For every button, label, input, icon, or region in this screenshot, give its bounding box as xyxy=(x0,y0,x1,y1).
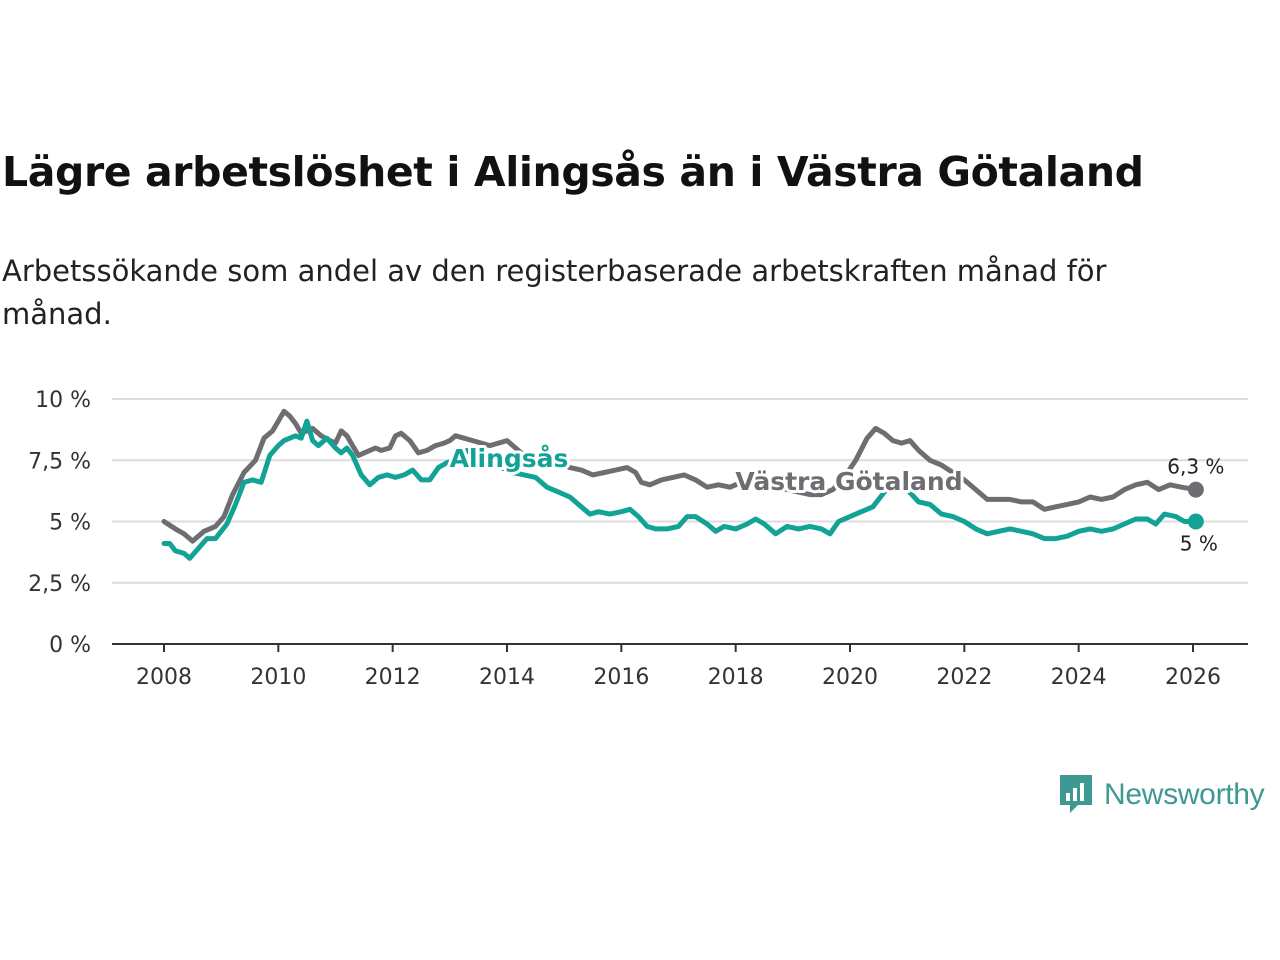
x-tick-label: 2012 xyxy=(365,665,421,690)
newsworthy-logo: Newsworthy xyxy=(1058,773,1265,817)
x-axis: 2008 2010 2012 2014 2016 2018 2020 2022 2024 2026 xyxy=(112,643,1248,690)
newsworthy-bar-chart-icon xyxy=(1060,775,1092,813)
end-value-label: 6,3 % xyxy=(1167,455,1224,479)
brand-name: Newsworthy xyxy=(1104,778,1265,811)
grid-lines: 0 % 2,5 % 5 % 7,5 % 10 % xyxy=(28,388,1248,658)
x-tick-label: 2008 xyxy=(136,665,192,690)
series-lines xyxy=(161,408,1199,561)
y-tick-label: 10 % xyxy=(35,388,91,413)
x-tick-label: 2026 xyxy=(1165,665,1221,690)
x-tick-label: 2022 xyxy=(936,665,992,690)
series-name-label: Alingsås xyxy=(450,444,569,473)
end-point-marker xyxy=(1187,481,1204,498)
x-tick-label: 2014 xyxy=(479,665,535,690)
y-tick-label: 0 % xyxy=(49,633,91,658)
x-tick-label: 2018 xyxy=(708,665,764,690)
series-name-label: Västra Götaland xyxy=(735,467,962,496)
end-point-marker xyxy=(1187,513,1204,530)
y-tick-label: 2,5 % xyxy=(28,572,91,597)
x-tick-label: 2020 xyxy=(822,665,878,690)
y-tick-label: 7,5 % xyxy=(28,449,91,474)
series-line-alings-s xyxy=(161,418,1199,561)
series-line-v-stra-g-taland xyxy=(161,408,1199,544)
chart-subtitle: Arbetssökande som andel av den registerb… xyxy=(2,254,1107,331)
chart-title: Lägre arbetslöshet i Alingsås än i Västr… xyxy=(2,148,1144,196)
x-tick-label: 2010 xyxy=(250,665,306,690)
x-tick-label: 2024 xyxy=(1051,665,1107,690)
y-tick-label: 5 % xyxy=(49,511,91,536)
end-value-label: 5 % xyxy=(1180,532,1218,556)
series-labels: 6,3 % 5 % Västra Götaland Alingsås xyxy=(447,441,1225,556)
x-tick-label: 2016 xyxy=(593,665,649,690)
